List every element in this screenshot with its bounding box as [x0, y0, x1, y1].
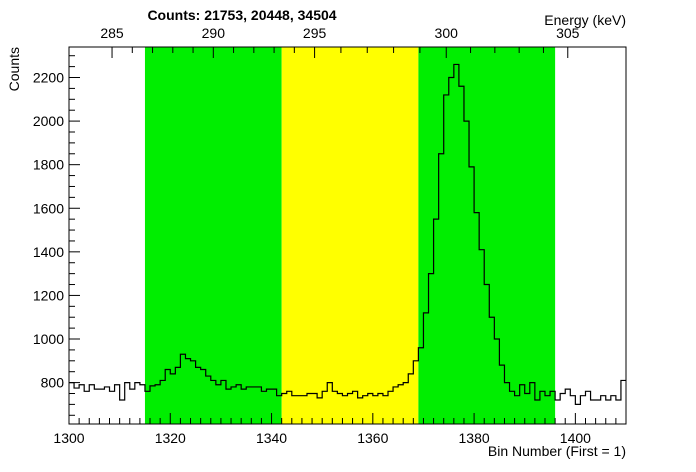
y-tick-label: 1200	[33, 287, 64, 303]
region-band-1	[144, 47, 282, 424]
x-tick-label: 1320	[155, 430, 186, 446]
x2-tick-label: 300	[435, 25, 459, 41]
x-axis-label: Bin Number (First = 1)	[488, 443, 626, 459]
axes: 1300 1320 1340 1360 1380 1400 800 1000 1200 1400 1…	[33, 25, 627, 446]
x2-tick-label: 290	[202, 25, 226, 41]
x-tick-label: 1340	[256, 430, 287, 446]
x2-tick-label: 295	[303, 25, 327, 41]
x-tick-label: 1300	[53, 430, 84, 446]
y-tick-label: 2200	[33, 70, 64, 86]
region-band-2	[281, 47, 419, 424]
region-band-3	[418, 47, 556, 424]
y-tick-label: 800	[41, 375, 65, 391]
y-axis-label: Counts	[6, 47, 22, 91]
histogram-line	[69, 63, 626, 405]
plot-frame	[68, 46, 627, 425]
y-tick-label: 1600	[33, 200, 64, 216]
y-tick-label: 1000	[33, 331, 64, 347]
histogram-series	[69, 63, 626, 405]
x2-tick-label: 285	[100, 25, 124, 41]
x-tick-label: 1400	[560, 430, 591, 446]
x-tick-label: 1380	[459, 430, 490, 446]
chart-title: Counts: 21753, 20448, 34504	[147, 7, 336, 23]
secondary-axis-label: Energy (keV)	[544, 12, 626, 28]
y-tick-label: 2000	[33, 113, 64, 129]
region-bands	[144, 47, 556, 424]
y-tick-label: 1800	[33, 157, 64, 173]
x2-tick-label: 305	[556, 25, 580, 41]
y-tick-label: 1400	[33, 244, 64, 260]
x-tick-label: 1360	[357, 430, 388, 446]
